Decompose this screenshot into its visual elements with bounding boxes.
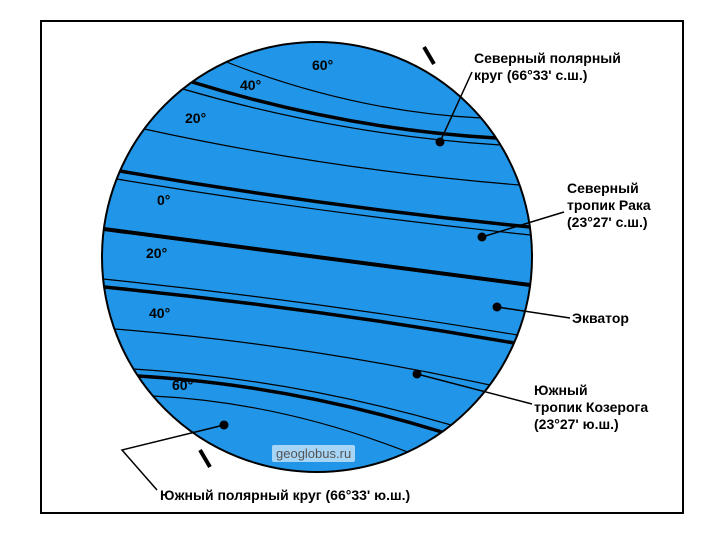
- diagram-frame: 60° 40° 20° 0° 20° 40° 60° Северный полярныйкру…: [40, 20, 684, 514]
- latitude-label: 0°: [157, 192, 170, 208]
- latitude-label: 60°: [312, 57, 333, 73]
- latitude-label: 40°: [240, 77, 261, 93]
- latitude-label: 20°: [185, 110, 206, 126]
- globe-svg: [42, 22, 682, 512]
- latitude-label: 60°: [172, 377, 193, 393]
- watermark: geoglobus.ru: [272, 445, 355, 462]
- tropic-of-cancer-label: Северныйтропик Рака(23°27' с.ш.): [567, 180, 651, 230]
- equator-label: Экватор: [572, 310, 629, 327]
- latitude-label: 20°: [146, 245, 167, 261]
- arctic-circle-label: Северный полярныйкруг (66°33' с.ш.): [474, 50, 621, 84]
- antarctic-circle-label: Южный полярный круг (66°33' ю.ш.): [160, 487, 410, 504]
- tropic-of-capricorn-label: Южныйтропик Козерога(23°27' ю.ш.): [534, 382, 648, 432]
- latitude-label: 40°: [149, 305, 170, 321]
